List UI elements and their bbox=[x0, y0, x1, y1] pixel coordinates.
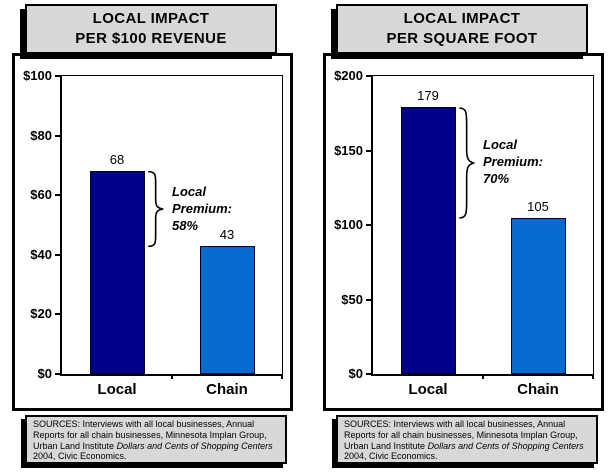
bar-local bbox=[400, 107, 456, 374]
chart-title: LOCAL IMPACT PER $100 REVENUE bbox=[25, 4, 277, 54]
y-axis-tick bbox=[55, 134, 62, 137]
sources-publication-title: Dollars and Cents of Shopping Centers bbox=[116, 440, 273, 451]
y-axis-tick bbox=[55, 75, 62, 77]
y-axis-label: $20 bbox=[30, 306, 52, 322]
x-axis-tick bbox=[482, 374, 484, 379]
bar-chain bbox=[199, 245, 255, 374]
chart-title-line1: LOCAL IMPACT bbox=[403, 10, 521, 27]
x-axis-label: Chain bbox=[517, 381, 559, 398]
y-axis-label: $100 bbox=[334, 217, 363, 232]
x-axis-label: Chain bbox=[206, 381, 248, 398]
y-axis-tick bbox=[366, 224, 373, 226]
panel-revenue: Local Premium: 58% $0 $20 $40 $60 $80 $100 68 L… bbox=[1, 0, 303, 476]
bar-value-label: 105 bbox=[527, 198, 549, 214]
x-axis-label: Local bbox=[408, 381, 448, 398]
chart-title-line1: LOCAL IMPACT bbox=[92, 10, 210, 27]
panel-square-foot: Local Premium: 70% $0 $50 $100 $150 $200 179 L… bbox=[312, 0, 614, 476]
y-axis-label: $200 bbox=[334, 68, 363, 83]
bar-local bbox=[89, 171, 145, 374]
y-axis-tick bbox=[55, 373, 62, 375]
sources-text: SOURCES: Interviews with all local busin… bbox=[33, 419, 267, 451]
bar-chain bbox=[510, 217, 566, 374]
y-axis-tick bbox=[366, 149, 373, 152]
chart-title-line2: PER $100 REVENUE bbox=[75, 30, 227, 47]
y-axis-label: $150 bbox=[334, 142, 363, 158]
y-axis-tick bbox=[366, 75, 373, 77]
x-axis-tick bbox=[281, 374, 283, 379]
y-axis-tick bbox=[55, 194, 62, 197]
y-axis-label: $0 bbox=[37, 366, 52, 381]
premium-brace-icon bbox=[459, 107, 476, 219]
premium-annotation: Local Premium: 70% bbox=[483, 137, 543, 186]
y-axis-label: $100 bbox=[23, 68, 52, 83]
x-axis-tick bbox=[592, 374, 594, 379]
y-axis-label: $40 bbox=[30, 246, 52, 262]
y-axis-label: $60 bbox=[30, 187, 52, 203]
y-axis-label: $80 bbox=[30, 127, 52, 143]
chart-frame: Local Premium: 58% $0 $20 $40 $60 $80 $100 68 L… bbox=[12, 53, 293, 411]
x-axis-tick bbox=[171, 374, 173, 379]
y-axis-tick bbox=[55, 253, 62, 256]
x-axis-label: Local bbox=[97, 381, 137, 398]
y-axis-label: $0 bbox=[348, 366, 363, 381]
bar-value-label: 68 bbox=[109, 152, 125, 168]
chart-title-line2: PER SQUARE FOOT bbox=[386, 30, 538, 47]
y-axis-tick bbox=[366, 298, 373, 301]
bar-value-label: 43 bbox=[219, 226, 235, 242]
premium-annotation: Local Premium: 58% bbox=[172, 184, 232, 233]
sources-text-suffix: 2004, Civic Economics. bbox=[344, 451, 438, 462]
sources-publication-title: Dollars and Cents of Shopping Centers bbox=[427, 440, 584, 451]
sources-text: SOURCES: Interviews with all local busin… bbox=[344, 419, 578, 451]
y-axis-label: $50 bbox=[341, 291, 363, 307]
sources-note: SOURCES: Interviews with all local busin… bbox=[336, 415, 598, 464]
sources-note: SOURCES: Interviews with all local busin… bbox=[25, 415, 287, 464]
plot-area: Local Premium: 58% $0 $20 $40 $60 $80 $100 68 L… bbox=[23, 68, 283, 398]
chart-frame: Local Premium: 70% $0 $50 $100 $150 $200 179 L… bbox=[323, 53, 604, 411]
plot-area: Local Premium: 70% $0 $50 $100 $150 $200 179 L… bbox=[334, 68, 594, 398]
y-axis-tick bbox=[55, 313, 62, 316]
y-axis-tick bbox=[366, 373, 373, 375]
premium-brace-icon bbox=[148, 171, 165, 247]
sources-text-suffix: 2004, Civic Economics. bbox=[33, 451, 127, 462]
bar-value-label: 179 bbox=[417, 88, 439, 104]
chart-title: LOCAL IMPACT PER SQUARE FOOT bbox=[336, 4, 588, 54]
